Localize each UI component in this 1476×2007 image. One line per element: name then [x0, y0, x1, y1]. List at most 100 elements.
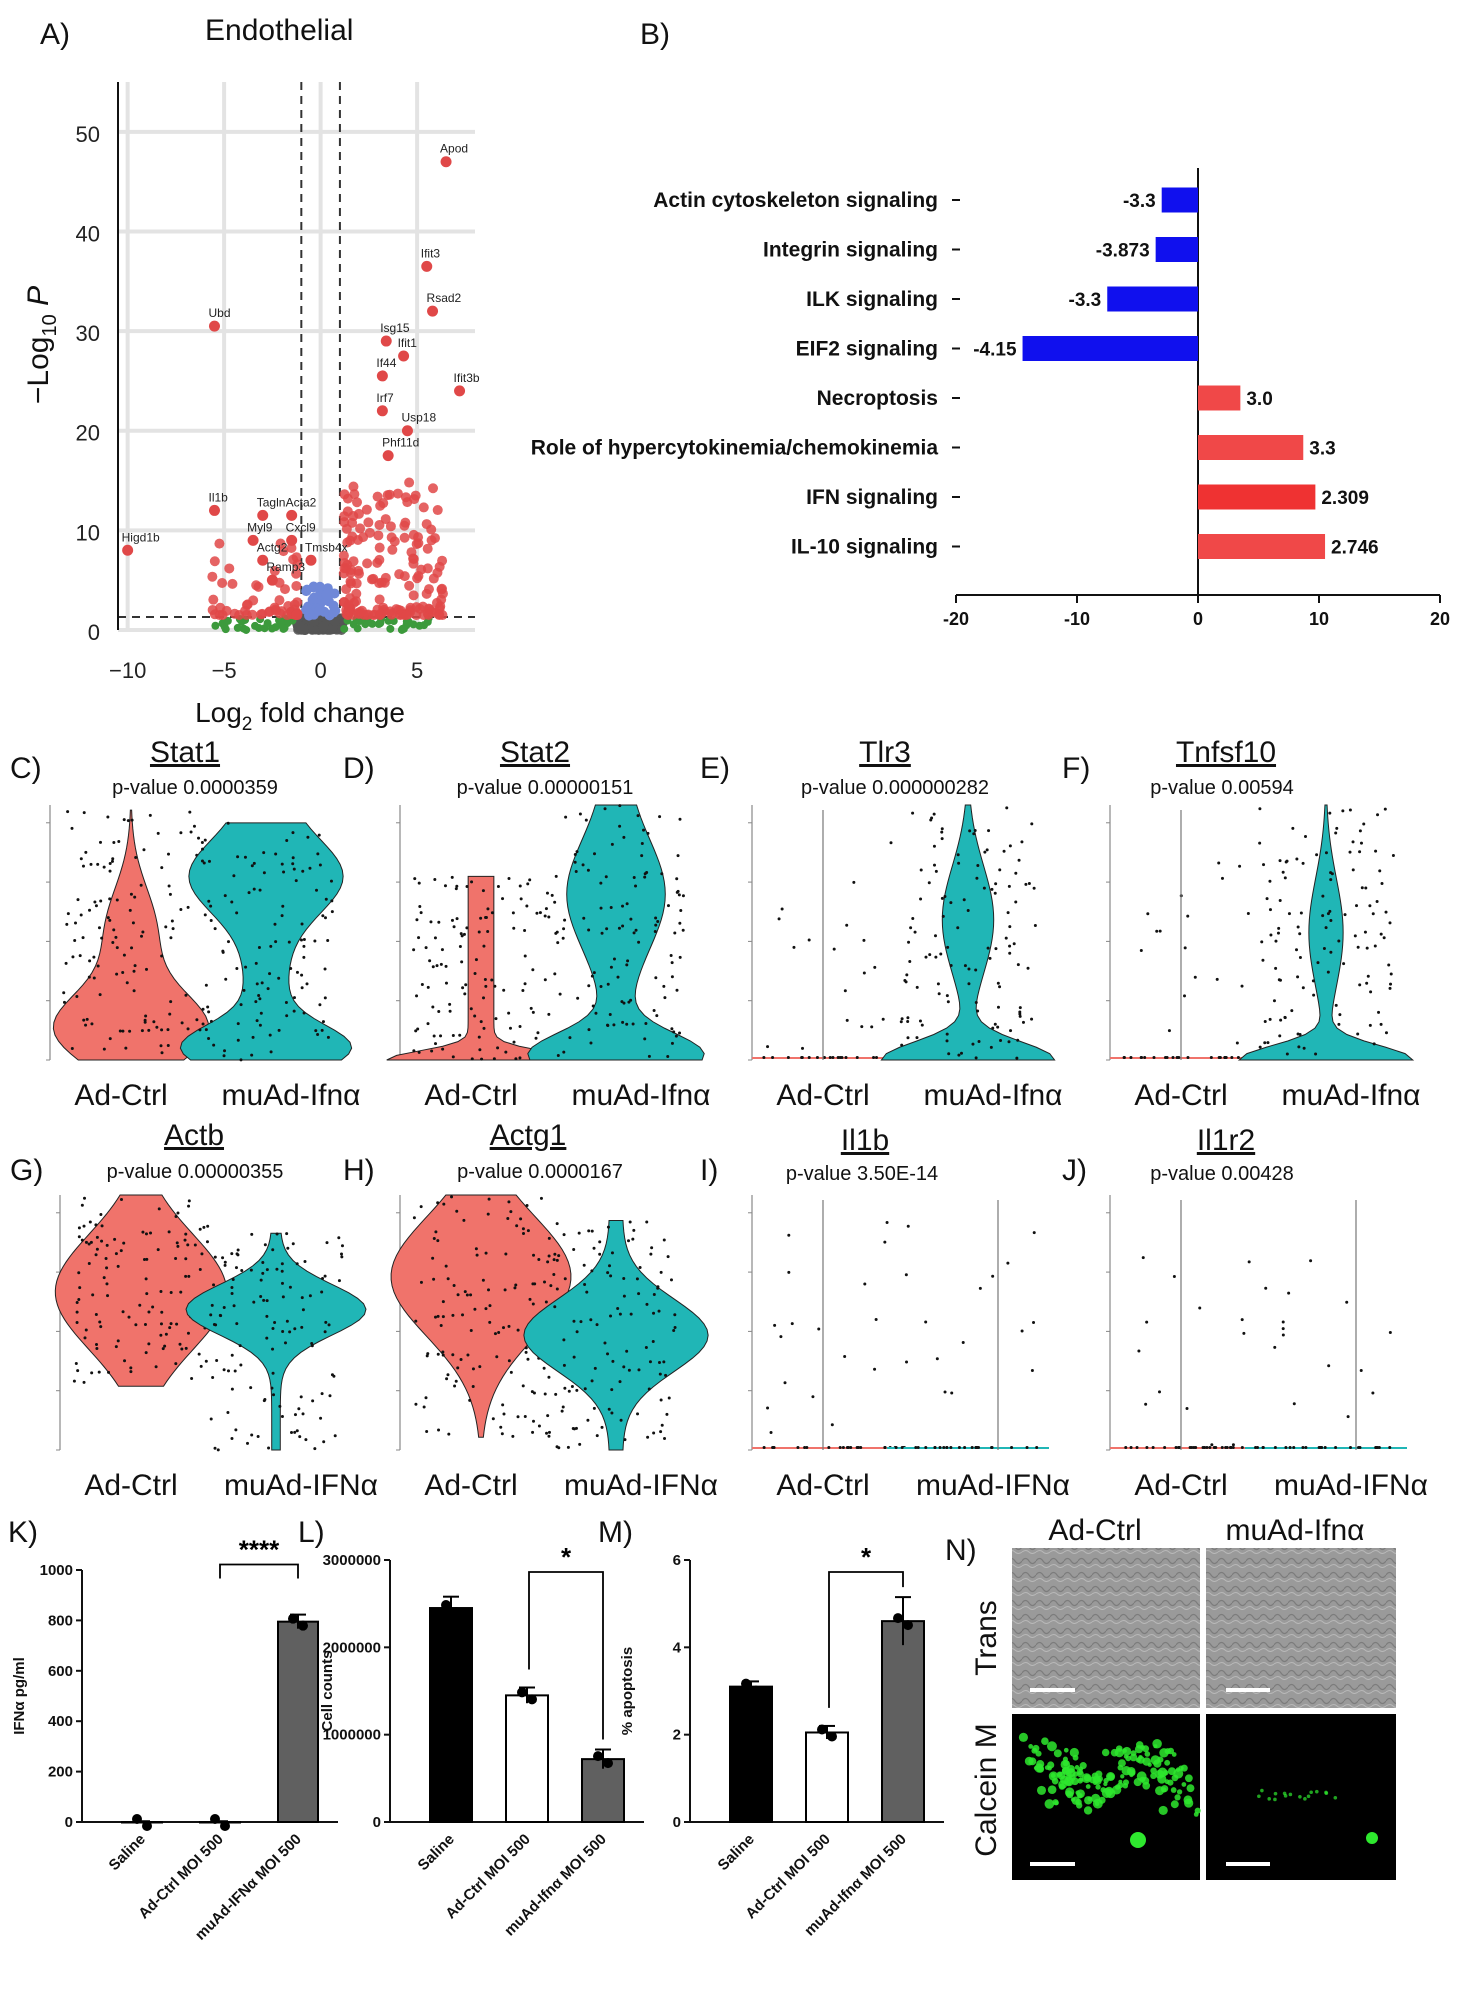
cell-dot	[330, 899, 334, 903]
cell-dot	[304, 1438, 308, 1442]
cell-dot	[114, 1252, 118, 1256]
cell-dot	[940, 837, 944, 841]
cell-dot	[418, 905, 422, 909]
cell-dot	[466, 1353, 470, 1357]
cell-dot	[426, 1022, 430, 1026]
cell-dot	[654, 976, 658, 980]
cell-fluorescence	[1150, 1772, 1157, 1780]
cell-dot	[108, 897, 112, 901]
cell-dot	[209, 904, 213, 908]
sig-up-point	[339, 489, 350, 500]
cell-dot	[1004, 936, 1008, 940]
cell-dot	[100, 1224, 104, 1228]
panel-a-label: A)	[40, 18, 70, 51]
b-bar	[1198, 385, 1241, 411]
fc-only-point	[233, 623, 242, 632]
cell-dot	[1322, 947, 1326, 951]
sig-up-point	[429, 533, 440, 544]
cell-dot	[1183, 946, 1187, 950]
cell-fluorescence	[1150, 1767, 1157, 1774]
cell-dot	[621, 904, 625, 908]
cell-dot	[604, 875, 608, 879]
cell-dot	[1258, 807, 1262, 811]
cell-dot	[1124, 1445, 1128, 1449]
cell-dot	[192, 824, 196, 828]
cell-dot	[320, 1392, 324, 1396]
cell-dot	[223, 1049, 227, 1053]
cell-dot	[484, 984, 488, 988]
cell-dot	[593, 852, 597, 856]
cell-dot	[1008, 844, 1012, 848]
cell-dot	[582, 1263, 586, 1267]
cell-fluorescence	[1122, 1782, 1129, 1789]
cell-dot	[1246, 912, 1250, 916]
cell-dot	[440, 948, 444, 952]
sig-down-point	[282, 610, 293, 621]
cell-dot	[991, 1274, 995, 1278]
cell-dot	[167, 1230, 171, 1234]
cell-dot	[881, 1017, 885, 1021]
cell-dot	[658, 815, 662, 819]
cell-dot	[283, 1341, 287, 1345]
cell-dot	[530, 1390, 534, 1394]
cell-dot	[1190, 1445, 1194, 1449]
cell-dot	[956, 853, 960, 857]
cell-fluorescence	[1028, 1744, 1034, 1749]
cell-dot	[644, 1021, 648, 1025]
cell-dot	[179, 831, 183, 835]
cell-dot	[1278, 859, 1282, 863]
cell-dot	[603, 807, 607, 811]
cell-dot	[555, 1258, 559, 1262]
pvalue-label: p-value 0.00594	[1150, 777, 1293, 799]
cell-dot	[591, 1004, 595, 1008]
cell-dot	[419, 911, 423, 915]
cell-dot	[1172, 1275, 1176, 1279]
cell-dot	[937, 992, 941, 996]
cell-dot	[97, 1370, 101, 1374]
cell-fluorescence	[1267, 1797, 1272, 1801]
cell-dot	[436, 1352, 440, 1356]
cell-dot	[796, 1445, 800, 1449]
cell-dot	[676, 854, 680, 858]
cell-dot	[446, 1277, 450, 1281]
cell-dot	[1383, 807, 1387, 811]
cell-dot	[1140, 1055, 1144, 1059]
cell-dot	[281, 904, 285, 908]
group-label: Ad-Ctrl	[424, 1079, 517, 1112]
cell-dot	[1201, 1445, 1205, 1449]
cell-dot	[611, 1359, 615, 1363]
cell-fluorescence	[1147, 1762, 1152, 1767]
cell-fluorescence	[1366, 1832, 1378, 1844]
cell-dot	[329, 879, 333, 883]
cell-dot	[532, 1419, 536, 1423]
cell-dot	[977, 1445, 981, 1449]
cell-dot	[643, 1037, 647, 1041]
cell-dot	[998, 868, 1002, 872]
cell-dot	[212, 1043, 216, 1047]
cell-dot	[434, 1315, 438, 1319]
cell-dot	[1376, 813, 1380, 817]
cell-dot	[1301, 861, 1305, 865]
sig-down-point	[207, 604, 218, 615]
cell-dot	[431, 965, 435, 969]
cell-dot	[98, 1320, 102, 1324]
cell-dot	[822, 1055, 826, 1059]
cell-dot	[924, 1445, 928, 1449]
cell-fluorescence	[1095, 1784, 1101, 1790]
cell-dot	[766, 1406, 770, 1410]
sig-down-point	[289, 599, 300, 610]
cell-dot	[106, 916, 110, 920]
cell-dot	[259, 1295, 263, 1299]
cell-dot	[78, 1286, 82, 1290]
sig-up-point	[422, 563, 433, 574]
cell-fluorescence	[1167, 1779, 1174, 1786]
cell-dot	[77, 1298, 81, 1302]
cell-dot	[1018, 1006, 1022, 1010]
cell-dot	[563, 1277, 567, 1281]
bar	[729, 1685, 773, 1823]
sig-up-point	[408, 590, 419, 601]
cell-dot	[493, 1332, 497, 1336]
cell-dot	[301, 1412, 305, 1416]
cell-dot	[1314, 1052, 1318, 1056]
